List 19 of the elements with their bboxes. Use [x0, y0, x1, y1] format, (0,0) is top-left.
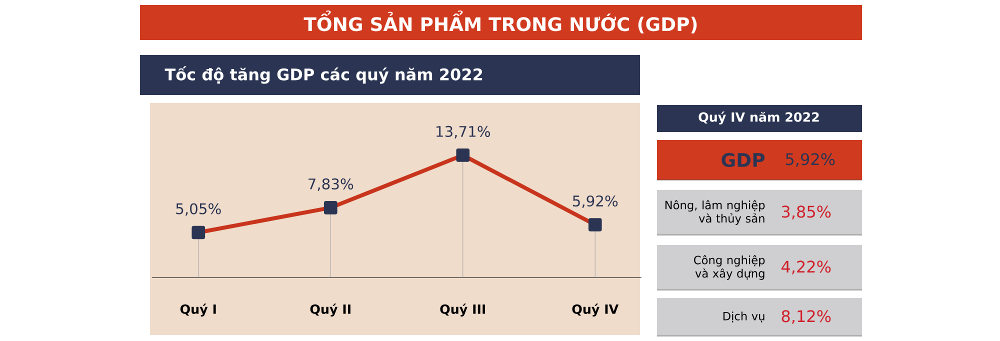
text: Dịch vụ [723, 312, 764, 322]
data-label: 5,92% [572, 195, 618, 208]
text: 5,92% [786, 153, 835, 167]
x-tick-label: Quý IV [572, 304, 619, 317]
text: Công nghiệp và xây dựng [694, 255, 765, 280]
data-label: 5,05% [176, 203, 221, 216]
x-tick-label: Quý III [440, 304, 486, 317]
chart-subtitle: Tốc độ tăng GDP các quý năm 2022 [164, 66, 482, 84]
text: 4,22% [781, 260, 831, 274]
x-tick-label: Quý I [180, 304, 216, 317]
chart-title: TỔNG SẢN PHẨM TRONG NƯỚC (GDP) [304, 10, 697, 34]
data-label: 13,71% [436, 126, 490, 138]
data-label: 7,83% [308, 178, 354, 191]
text: Nông, lâm nghiệp và thủy sản [665, 200, 765, 225]
text: Quý IV năm 2022 [698, 112, 819, 124]
text: 8,12% [782, 310, 831, 324]
text: GDP [722, 152, 765, 168]
text: 3,85% [782, 206, 831, 220]
x-tick-label: Quý II [310, 304, 350, 317]
